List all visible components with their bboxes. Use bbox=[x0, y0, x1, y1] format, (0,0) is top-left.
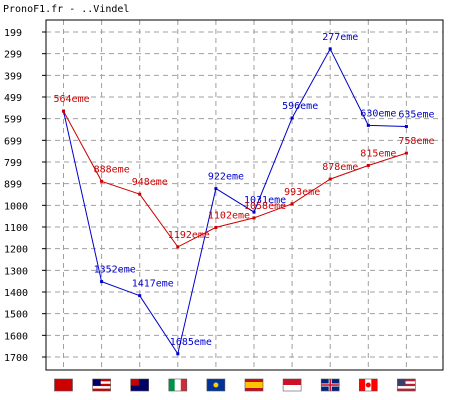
series-0-data-label: 635eme bbox=[398, 109, 434, 120]
series-1-data-label: 564eme bbox=[54, 94, 90, 105]
y-tick-label: 799 bbox=[4, 158, 22, 169]
series-1-data-label: 1058eme bbox=[244, 201, 286, 212]
europe-flag-icon bbox=[206, 378, 226, 392]
plot-frame bbox=[45, 19, 444, 371]
y-tick-label: 1500 bbox=[4, 310, 28, 321]
y-axis-tick-labels: 199 299 399 499 599 699 799 899 1000 1100 1200 1300… bbox=[4, 28, 28, 364]
series-1-point bbox=[100, 179, 104, 183]
series-0-point bbox=[328, 47, 332, 51]
chart-series bbox=[62, 47, 408, 356]
malaysia-flag-icon bbox=[92, 378, 111, 392]
series-1-point bbox=[214, 225, 218, 229]
series-0-point bbox=[100, 280, 104, 284]
y-tick-label: 1400 bbox=[4, 288, 28, 299]
y-tick-label: 1200 bbox=[4, 245, 28, 256]
series-0-data-label: 1417eme bbox=[132, 279, 174, 290]
series-1-data-label: 878eme bbox=[322, 162, 358, 173]
series-1-point bbox=[138, 192, 142, 196]
y-tick-label: 299 bbox=[4, 50, 22, 61]
series-0-point bbox=[366, 123, 370, 127]
series-0-data-label: 922eme bbox=[208, 172, 244, 183]
series-1-point bbox=[176, 245, 180, 249]
united-states-flag-icon bbox=[397, 378, 416, 392]
series-1-data-label: 993eme bbox=[284, 187, 320, 198]
series-0-point bbox=[214, 187, 218, 191]
series-0-data-label: 1685eme bbox=[170, 337, 212, 348]
series-0-point bbox=[252, 210, 256, 214]
series-0-data-label: 277eme bbox=[322, 32, 358, 43]
y-tick-label: 1300 bbox=[4, 266, 28, 277]
series-0-data-label: 596eme bbox=[282, 101, 318, 112]
series-0-data-label: 1031eme bbox=[244, 195, 286, 206]
series-1-data-label: 1102eme bbox=[208, 210, 250, 221]
series-1-point bbox=[366, 163, 370, 167]
series-0-point bbox=[404, 124, 408, 128]
series-0-point bbox=[138, 294, 142, 298]
series-0-line bbox=[63, 47, 407, 356]
series-1-point bbox=[328, 177, 332, 181]
y-tick-label: 1600 bbox=[4, 331, 28, 342]
great-britain-flag-icon bbox=[320, 378, 340, 392]
series-1-point bbox=[252, 216, 256, 220]
series-0-point bbox=[290, 116, 294, 120]
monaco-flag-icon bbox=[282, 378, 302, 392]
series-1-point bbox=[290, 202, 294, 206]
chart-title: PronoF1.fr - ..Vindel bbox=[3, 4, 129, 15]
series-1-point bbox=[62, 109, 65, 113]
y-tick-label: 1700 bbox=[4, 353, 28, 364]
y-tick-label: 1000 bbox=[4, 201, 28, 212]
chart-data-labels: 1352eme 1417eme 1685eme 922eme 1031eme 596eme… bbox=[54, 32, 435, 348]
series-1-data-label: 758eme bbox=[398, 136, 434, 147]
y-tick-label: 499 bbox=[4, 93, 22, 104]
series-1-data-label: 888eme bbox=[94, 164, 130, 175]
series-1-data-label: 948eme bbox=[132, 177, 168, 188]
y-tick-label: 699 bbox=[4, 136, 22, 147]
series-0-data-label: 630eme bbox=[360, 108, 396, 119]
series-0-data-label: 1352eme bbox=[94, 265, 136, 276]
series-1-data-label: 815eme bbox=[360, 148, 396, 159]
canada-flag-icon bbox=[358, 378, 378, 392]
chart-axes bbox=[42, 19, 444, 371]
series-1-data-label: 1192eme bbox=[168, 230, 210, 241]
y-tick-label: 599 bbox=[4, 115, 22, 126]
y-tick-label: 899 bbox=[4, 180, 22, 191]
series-0-point bbox=[176, 352, 180, 356]
spain-flag-icon bbox=[244, 378, 264, 392]
y-tick-label: 399 bbox=[4, 71, 22, 82]
y-tick-label: 199 bbox=[4, 28, 22, 39]
australia-flag-icon bbox=[130, 378, 149, 392]
bahrain-flag-icon bbox=[54, 378, 73, 392]
series-1-point bbox=[404, 151, 408, 155]
x-axis-flags bbox=[54, 378, 416, 392]
y-tick-label: 1100 bbox=[4, 223, 28, 234]
series-1-line bbox=[63, 110, 407, 248]
chart-grid bbox=[46, 20, 443, 370]
italy-flag-icon bbox=[168, 378, 188, 392]
